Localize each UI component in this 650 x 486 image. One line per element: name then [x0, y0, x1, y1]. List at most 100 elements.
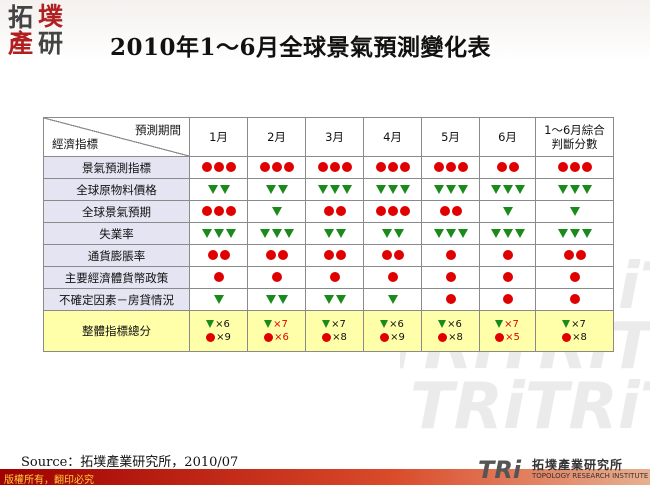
month-header: 5月 — [421, 117, 480, 157]
forecast-cell — [363, 200, 422, 223]
red-count: ×8 — [572, 331, 587, 343]
forecast-table: 預測期間 經濟指標 1月 2月 3月 4月 5月 6月 1～6月綜合 判斷分數 … — [43, 117, 614, 352]
summary-row: 整體指標總分 ×6 ×9 ×7 ×6 ×7 ×8 ×6 ×9 ×6 ×8 ×7 ×5 ×7 ×8 — [43, 310, 614, 352]
red-count: ×8 — [448, 331, 463, 343]
red-circle-icon — [557, 161, 568, 172]
red-circle-icon — [581, 161, 592, 172]
red-circle-icon — [201, 205, 212, 216]
red-circle-icon — [562, 332, 572, 342]
green-down-triangle-icon — [557, 228, 568, 238]
logo-char: 研 — [38, 29, 64, 58]
green-down-triangle-icon — [433, 184, 444, 194]
red-circle-icon — [569, 293, 580, 304]
red-circle-icon — [341, 161, 352, 172]
indicator-name: 全球原物料價格 — [43, 178, 190, 201]
red-circle-icon — [277, 249, 288, 260]
green-down-triangle-icon — [213, 228, 224, 238]
green-down-triangle-icon — [433, 228, 444, 238]
red-circle-icon — [502, 249, 513, 260]
red-count: ×9 — [216, 331, 231, 343]
forecast-cell — [421, 222, 480, 245]
red-circle-icon — [265, 249, 276, 260]
red-circle-icon — [495, 332, 505, 342]
green-down-triangle-icon — [277, 184, 288, 194]
red-circle-icon — [563, 249, 574, 260]
green-down-triangle-icon — [502, 184, 513, 194]
indicator-row: 不確定因素－房貸情況 — [43, 288, 614, 311]
green-down-triangle-icon — [277, 294, 288, 304]
green-down-triangle-icon — [206, 320, 215, 328]
green-down-triangle-icon — [213, 294, 224, 304]
corner-cell: 預測期間 經濟指標 — [43, 117, 190, 157]
indicator-name: 失業率 — [43, 222, 190, 245]
forecast-cell — [247, 222, 306, 245]
forecast-cell — [189, 222, 248, 245]
green-down-triangle-icon — [380, 320, 389, 328]
brand-subtitle: TOPOLOGY RESEARCH INSTITUTE — [532, 472, 649, 480]
green-count: ×6 — [389, 318, 404, 330]
source-note: Source：拓墣產業研究所，2010/07 — [21, 455, 239, 470]
forecast-cell — [535, 222, 614, 245]
red-circle-icon — [323, 205, 334, 216]
month-header: 2月 — [247, 117, 306, 157]
forecast-cell — [363, 288, 422, 311]
green-count: ×6 — [215, 318, 230, 330]
red-circle-icon — [433, 161, 444, 172]
forecast-cell — [535, 244, 614, 267]
red-circle-icon — [225, 205, 236, 216]
red-circle-icon — [502, 293, 513, 304]
green-count: ×7 — [331, 318, 346, 330]
green-down-triangle-icon — [323, 228, 334, 238]
month-header: 1月 — [189, 117, 248, 157]
red-count: ×9 — [390, 331, 405, 343]
red-circle-icon — [375, 161, 386, 172]
green-down-triangle-icon — [581, 228, 592, 238]
green-down-triangle-icon — [457, 228, 468, 238]
red-circle-icon — [399, 205, 410, 216]
green-down-triangle-icon — [457, 184, 468, 194]
forecast-cell — [363, 244, 422, 267]
summary-cell: ×6 ×9 — [363, 310, 422, 352]
red-circle-icon — [569, 271, 580, 282]
red-circle-icon — [445, 161, 456, 172]
green-down-triangle-icon — [445, 228, 456, 238]
forecast-cell — [247, 244, 306, 267]
forecast-cell — [535, 266, 614, 289]
red-circle-icon — [445, 249, 456, 260]
header-band — [0, 0, 650, 62]
indicator-row: 失業率 — [43, 222, 614, 245]
green-down-triangle-icon — [445, 184, 456, 194]
red-circle-icon — [259, 161, 270, 172]
green-down-triangle-icon — [381, 228, 392, 238]
red-circle-icon — [225, 161, 236, 172]
forecast-cell — [305, 156, 364, 179]
green-down-triangle-icon — [490, 184, 501, 194]
page-title: 2010年1～6月全球景氣預測變化表 — [110, 34, 492, 61]
forecast-cell — [479, 288, 536, 311]
red-circle-icon — [335, 249, 346, 260]
forecast-cell — [247, 266, 306, 289]
forecast-cell — [479, 266, 536, 289]
green-down-triangle-icon — [581, 184, 592, 194]
red-circle-icon — [213, 205, 224, 216]
red-count: ×5 — [505, 331, 520, 343]
green-down-triangle-icon — [438, 320, 447, 328]
forecast-cell — [305, 222, 364, 245]
forecast-cell — [421, 288, 480, 311]
footer-bar — [0, 469, 650, 485]
forecast-cell — [247, 200, 306, 223]
indicator-name: 全球景氣預期 — [43, 200, 190, 223]
red-circle-icon — [445, 293, 456, 304]
red-circle-icon — [387, 205, 398, 216]
green-down-triangle-icon — [271, 206, 282, 216]
forecast-cell — [305, 288, 364, 311]
red-count: ×6 — [274, 331, 289, 343]
forecast-cell — [363, 178, 422, 201]
green-down-triangle-icon — [502, 206, 513, 216]
indicator-row: 全球景氣預期 — [43, 200, 614, 223]
green-down-triangle-icon — [557, 184, 568, 194]
red-circle-icon — [381, 249, 392, 260]
green-down-triangle-icon — [265, 184, 276, 194]
summary-cell: ×6 ×9 — [189, 310, 248, 352]
forecast-cell — [305, 200, 364, 223]
